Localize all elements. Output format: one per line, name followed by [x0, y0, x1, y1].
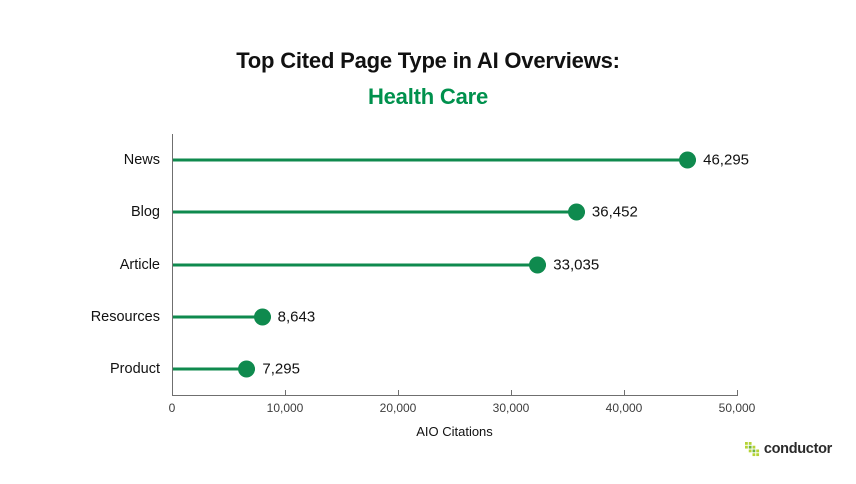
- value-label: 7,295: [262, 360, 300, 378]
- x-tick-label: 20,000: [379, 401, 417, 415]
- x-tick-mark: [398, 390, 399, 395]
- brand-name: conductor: [763, 441, 832, 457]
- x-tick-mark: [624, 390, 625, 395]
- value-label: 36,452: [591, 203, 638, 221]
- chart-title: Top Cited Page Type in AI Overviews:: [236, 48, 620, 73]
- lollipop-marker: [238, 360, 256, 378]
- chart-row: Product 7,295: [110, 343, 738, 395]
- chart-rows: News 46,295 Blog 36,452 Article 33,035 Resourc…: [91, 134, 749, 395]
- x-tick-label: 50,000: [718, 401, 756, 415]
- x-tick-mark: [285, 390, 286, 395]
- x-tick-label: 30,000: [492, 401, 530, 415]
- lollipop-marker: [567, 203, 585, 221]
- lollipop-marker: [529, 256, 547, 273]
- brand-logo: conductor: [744, 441, 832, 457]
- lollipop-stem: [173, 210, 585, 214]
- x-tick-mark: [511, 390, 512, 395]
- x-axis-title: AIO Citations: [416, 424, 493, 439]
- category-label: News: [123, 152, 160, 169]
- lollipop-stem: [173, 158, 697, 162]
- value-label: 33,035: [553, 256, 600, 273]
- lollipop-stem: [173, 263, 547, 266]
- plot-area: News 46,295 Blog 36,452 Article 33,035 Resourc…: [91, 134, 749, 396]
- category-label: Blog: [130, 204, 160, 221]
- x-tick-mark: [737, 390, 738, 395]
- x-tick-label: 40,000: [605, 401, 643, 415]
- value-label: 8,643: [277, 308, 316, 326]
- conductor-logo-icon: [744, 441, 759, 456]
- value-label: 46,295: [703, 151, 750, 169]
- lollipop-marker: [253, 308, 271, 326]
- chart-row: News 46,295: [124, 134, 749, 186]
- chart-subtitle: Health Care: [367, 84, 489, 109]
- chart-row: Article 33,035: [120, 238, 738, 290]
- chart-row: Resources 8,643: [91, 291, 738, 343]
- category-label: Product: [110, 360, 160, 377]
- x-tick-label: 10,000: [266, 401, 304, 415]
- x-tick-label: 0: [168, 401, 176, 415]
- lollipop-stem: [173, 315, 271, 319]
- lollipop-marker: [679, 151, 697, 169]
- chart-row: Blog 36,452: [131, 186, 738, 238]
- category-label: Article: [119, 256, 160, 273]
- x-tick-labels: 0 10,000 20,000 30,000 40,000 50,000: [168, 401, 756, 415]
- category-label: Resources: [90, 308, 160, 325]
- lollipop-stem: [173, 367, 256, 371]
